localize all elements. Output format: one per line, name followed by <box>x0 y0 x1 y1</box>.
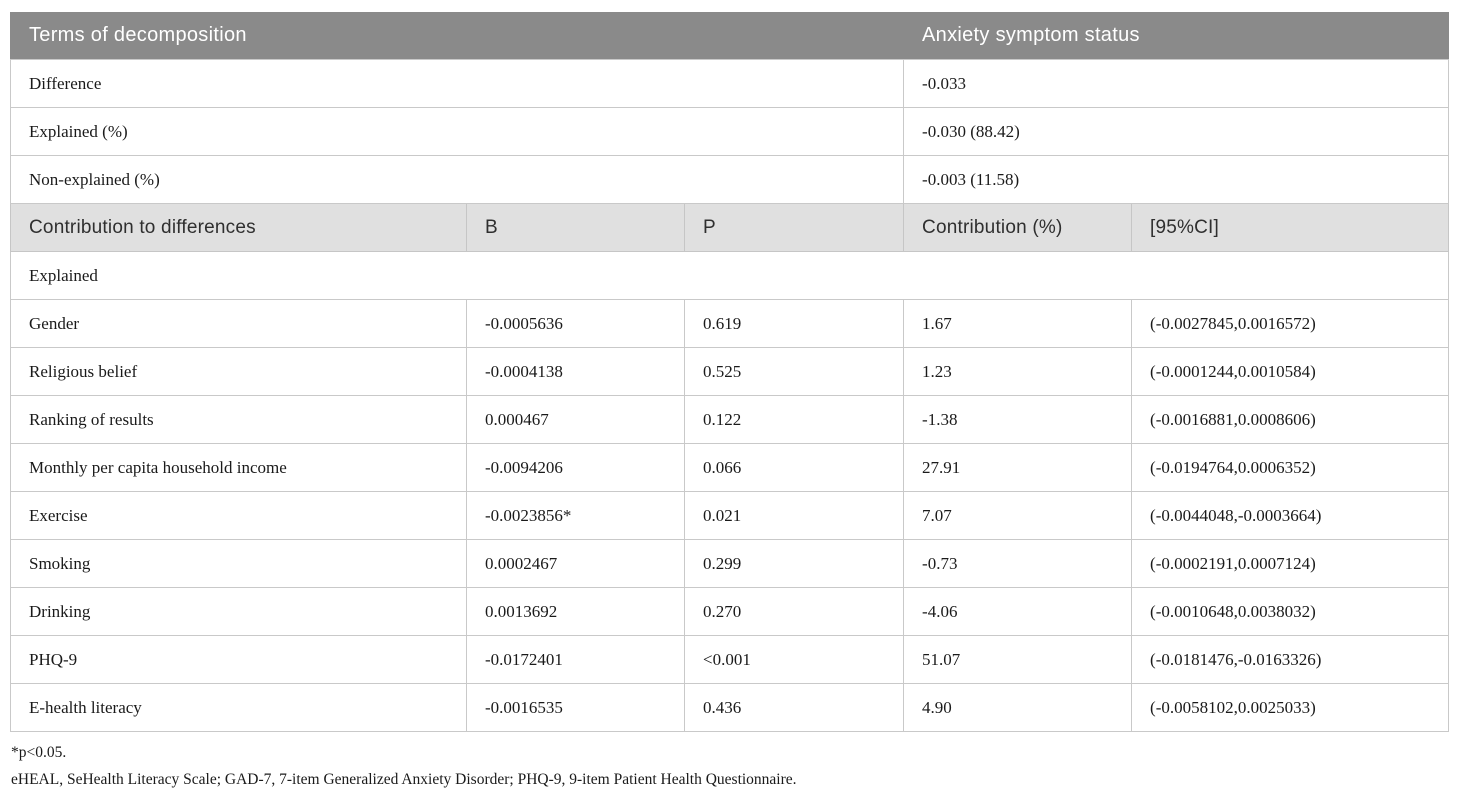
subheader-p: P <box>683 203 905 252</box>
summary-value: -0.033 <box>903 59 1450 108</box>
table-footnotes: *p<0.05. eHEAL, SeHealth Literacy Scale;… <box>10 739 1449 793</box>
row-label: Drinking <box>10 587 467 636</box>
row-label: Smoking <box>10 539 467 588</box>
row-label: PHQ-9 <box>10 635 467 684</box>
row-ci: (-0.0194764,0.0006352) <box>1131 443 1450 492</box>
row-b-value: 0.0002467 <box>466 539 685 588</box>
table-row: Ranking of results 0.000467 0.122 -1.38 … <box>10 395 1450 444</box>
row-p-value: 0.270 <box>683 587 905 636</box>
summary-row-explained: Explained (%) -0.030 (88.42) <box>9 107 1450 156</box>
header-terms-of-decomposition: Terms of decomposition <box>9 12 905 60</box>
table-row: Drinking 0.0013692 0.270 -4.06 (-0.00106… <box>10 587 1450 636</box>
table-header-row: Terms of decomposition Anxiety symptom s… <box>9 12 1450 60</box>
row-ci: (-0.0001244,0.0010584) <box>1131 347 1450 396</box>
row-p-value: 0.525 <box>683 347 905 396</box>
table-row: Religious belief -0.0004138 0.525 1.23 (… <box>10 347 1450 396</box>
decomposition-table: Terms of decomposition Anxiety symptom s… <box>9 12 1450 732</box>
subheader-contribution-pct: Contribution (%) <box>903 203 1133 252</box>
row-ci: (-0.0027845,0.0016572) <box>1131 299 1450 348</box>
row-b-value: -0.0004138 <box>466 347 685 396</box>
summary-row-non-explained: Non-explained (%) -0.003 (11.58) <box>9 155 1450 204</box>
row-p-value: 0.021 <box>683 491 905 540</box>
header-anxiety-symptom-status: Anxiety symptom status <box>903 12 1450 60</box>
subheader-contribution-to-differences: Contribution to differences <box>10 203 467 252</box>
row-label: Religious belief <box>10 347 467 396</box>
row-b-value: 0.000467 <box>466 395 685 444</box>
row-label: Gender <box>10 299 467 348</box>
row-p-value: 0.122 <box>683 395 905 444</box>
row-contribution: 7.07 <box>903 491 1133 540</box>
table-row: PHQ-9 -0.0172401 <0.001 51.07 (-0.018147… <box>10 635 1450 684</box>
section-label: Explained <box>9 251 1450 300</box>
row-ci: (-0.0058102,0.0025033) <box>1131 683 1450 732</box>
summary-row-difference: Difference -0.033 <box>9 59 1450 108</box>
row-ci: (-0.0044048,-0.0003664) <box>1131 491 1450 540</box>
summary-value: -0.030 (88.42) <box>903 107 1450 156</box>
row-p-value: 0.299 <box>683 539 905 588</box>
summary-value: -0.003 (11.58) <box>903 155 1450 204</box>
row-b-value: 0.0013692 <box>466 587 685 636</box>
row-b-value: -0.0005636 <box>466 299 685 348</box>
table-subheader-row: Contribution to differences B P Contribu… <box>10 203 1450 252</box>
row-contribution: -4.06 <box>903 587 1133 636</box>
row-p-value: <0.001 <box>683 635 905 684</box>
footnote-abbreviations: eHEAL, SeHealth Literacy Scale; GAD-7, 7… <box>11 771 797 788</box>
table-row: Gender -0.0005636 0.619 1.67 (-0.0027845… <box>10 299 1450 348</box>
row-b-value: -0.0023856* <box>466 491 685 540</box>
table-row: Monthly per capita household income -0.0… <box>10 443 1450 492</box>
row-contribution: 51.07 <box>903 635 1133 684</box>
row-contribution: 1.67 <box>903 299 1133 348</box>
row-b-value: -0.0172401 <box>466 635 685 684</box>
table-row: Exercise -0.0023856* 0.021 7.07 (-0.0044… <box>10 491 1450 540</box>
row-contribution: -1.38 <box>903 395 1133 444</box>
row-contribution: 27.91 <box>903 443 1133 492</box>
row-p-value: 0.619 <box>683 299 905 348</box>
subheader-ci: [95%CI] <box>1131 203 1450 252</box>
row-contribution: 1.23 <box>903 347 1133 396</box>
row-label: Ranking of results <box>10 395 467 444</box>
row-p-value: 0.066 <box>683 443 905 492</box>
subheader-b: B <box>466 203 685 252</box>
row-b-value: -0.0094206 <box>466 443 685 492</box>
row-b-value: -0.0016535 <box>466 683 685 732</box>
row-ci: (-0.0010648,0.0038032) <box>1131 587 1450 636</box>
summary-label: Explained (%) <box>9 107 905 156</box>
section-row-explained: Explained <box>9 251 1450 300</box>
summary-label: Difference <box>9 59 905 108</box>
row-label: Exercise <box>10 491 467 540</box>
row-contribution: 4.90 <box>903 683 1133 732</box>
row-label: E-health literacy <box>10 683 467 732</box>
row-contribution: -0.73 <box>903 539 1133 588</box>
row-p-value: 0.436 <box>683 683 905 732</box>
table-row: E-health literacy -0.0016535 0.436 4.90 … <box>10 683 1450 732</box>
footnote-significance: *p<0.05. <box>11 744 67 761</box>
table-row: Smoking 0.0002467 0.299 -0.73 (-0.000219… <box>10 539 1450 588</box>
row-ci: (-0.0016881,0.0008606) <box>1131 395 1450 444</box>
row-label: Monthly per capita household income <box>10 443 467 492</box>
row-ci: (-0.0002191,0.0007124) <box>1131 539 1450 588</box>
row-ci: (-0.0181476,-0.0163326) <box>1131 635 1450 684</box>
summary-label: Non-explained (%) <box>9 155 905 204</box>
